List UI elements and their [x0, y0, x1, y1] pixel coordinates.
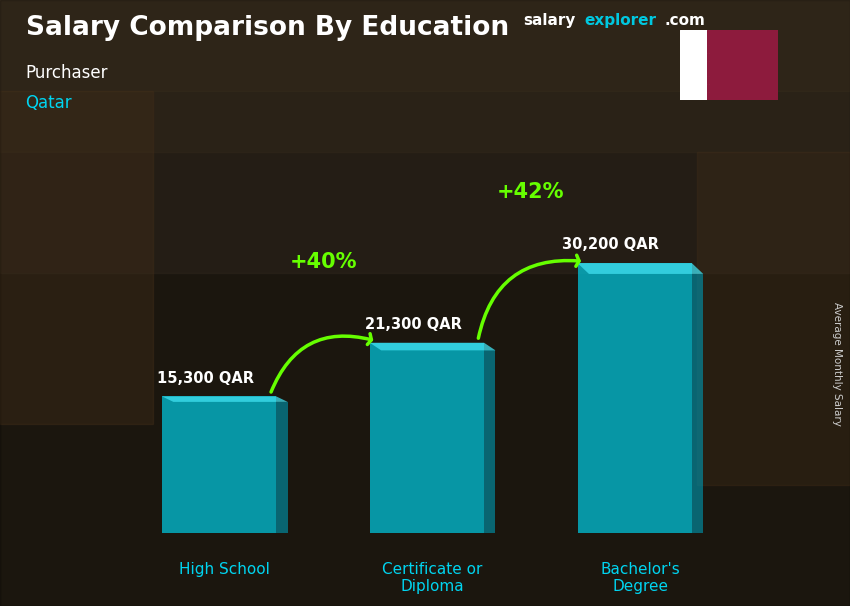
- Text: salary: salary: [523, 13, 575, 28]
- Text: Purchaser: Purchaser: [26, 64, 108, 82]
- Bar: [370, 343, 484, 533]
- Polygon shape: [708, 77, 718, 84]
- Text: 21,300 QAR: 21,300 QAR: [365, 317, 462, 332]
- Text: Bachelor's
Degree: Bachelor's Degree: [600, 562, 680, 594]
- Polygon shape: [577, 263, 703, 274]
- Bar: [577, 263, 692, 533]
- Polygon shape: [708, 53, 718, 61]
- Polygon shape: [370, 343, 496, 350]
- Text: explorer: explorer: [585, 13, 657, 28]
- Bar: [276, 402, 287, 533]
- Text: High School: High School: [179, 562, 270, 577]
- Polygon shape: [708, 92, 718, 100]
- Polygon shape: [708, 61, 718, 69]
- Polygon shape: [708, 69, 718, 77]
- Text: .com: .com: [665, 13, 706, 28]
- Polygon shape: [708, 38, 718, 46]
- Text: +40%: +40%: [289, 252, 357, 272]
- Bar: [0, 0, 850, 273]
- Text: Salary Comparison By Education: Salary Comparison By Education: [26, 15, 508, 41]
- Text: 30,200 QAR: 30,200 QAR: [562, 238, 659, 252]
- Text: 15,300 QAR: 15,300 QAR: [156, 371, 254, 385]
- Polygon shape: [162, 396, 287, 402]
- Polygon shape: [708, 30, 718, 38]
- Bar: [0, 0, 850, 152]
- Text: +42%: +42%: [497, 182, 564, 202]
- Polygon shape: [708, 84, 718, 92]
- Text: Qatar: Qatar: [26, 94, 72, 112]
- Text: Average Monthly Salary: Average Monthly Salary: [832, 302, 842, 425]
- Bar: [484, 350, 496, 533]
- Bar: [697, 152, 850, 485]
- Bar: [680, 30, 708, 100]
- Bar: [0, 0, 850, 91]
- Bar: [692, 274, 703, 533]
- Text: Certificate or
Diploma: Certificate or Diploma: [382, 562, 483, 594]
- Bar: [162, 396, 276, 533]
- Polygon shape: [708, 46, 718, 53]
- Bar: [0, 91, 153, 424]
